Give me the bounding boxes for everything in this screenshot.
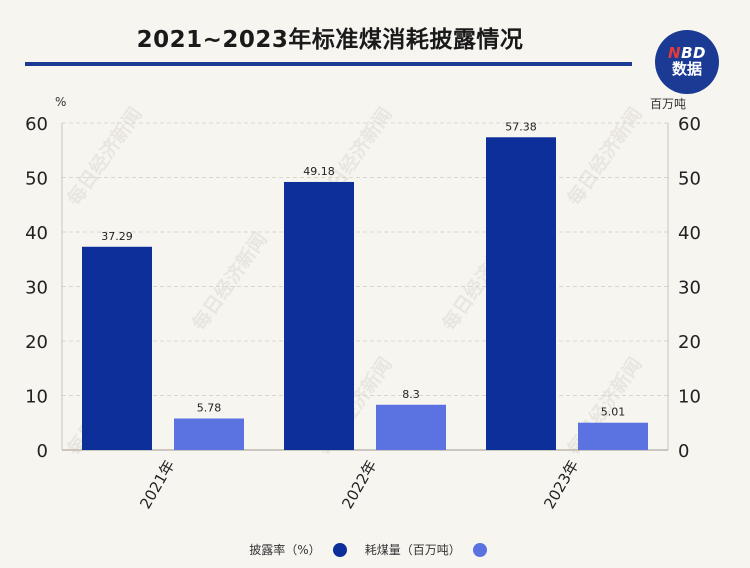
chart-legend: 披露率（%） 耗煤量（百万吨）: [0, 541, 750, 558]
data-label-series1: 37.29: [101, 230, 133, 243]
category-label: 2021年: [136, 457, 178, 512]
right-tick-label: 20: [678, 332, 701, 353]
logo-text-nbd: NBD: [668, 44, 706, 63]
watermark-text: 每日经济新闻: [188, 228, 272, 335]
left-tick-label: 60: [25, 114, 48, 135]
bar-series2: [174, 418, 244, 450]
title-divider: [25, 62, 632, 66]
data-label-series2: 5.01: [601, 406, 626, 419]
bar-series1: [284, 181, 354, 450]
legend-marker-series2: [472, 542, 487, 557]
bar-series2: [376, 404, 446, 450]
legend-label-series2: 耗煤量（百万吨）: [364, 543, 461, 557]
right-tick-label: 10: [678, 387, 701, 408]
bar-series1: [486, 137, 556, 451]
nbd-logo: NBD 数据: [655, 30, 719, 94]
left-axis-unit: %: [55, 95, 67, 109]
legend-marker-series1: [332, 542, 347, 557]
category-label: 2023年: [540, 457, 582, 512]
legend-label-series1: 披露率（%）: [249, 543, 321, 557]
watermark-text: 每日经济新闻: [563, 103, 647, 210]
watermark-text: 每日经济新闻: [63, 103, 147, 210]
left-tick-label: 0: [37, 441, 48, 462]
right-tick-label: 0: [678, 441, 689, 462]
left-tick-label: 30: [25, 278, 48, 299]
chart-title: 2021~2023年标准煤消耗披露情况: [136, 27, 524, 53]
right-tick-label: 60: [678, 114, 701, 135]
category-label: 2022年: [338, 457, 380, 512]
data-label-series2: 8.3: [402, 388, 420, 401]
right-tick-label: 50: [678, 169, 701, 190]
data-label-series1: 57.38: [505, 120, 537, 133]
right-axis-unit: 百万吨: [650, 97, 687, 111]
bar-series1: [82, 246, 152, 450]
logo-text-data: 数据: [671, 60, 702, 78]
right-tick-label: 30: [678, 278, 701, 299]
left-tick-label: 10: [25, 387, 48, 408]
right-tick-label: 40: [678, 223, 701, 244]
left-tick-label: 50: [25, 169, 48, 190]
data-label-series1: 49.18: [303, 165, 335, 178]
left-tick-label: 40: [25, 223, 48, 244]
left-tick-label: 20: [25, 332, 48, 353]
data-label-series2: 5.78: [197, 401, 222, 414]
bar-series2: [578, 422, 648, 450]
